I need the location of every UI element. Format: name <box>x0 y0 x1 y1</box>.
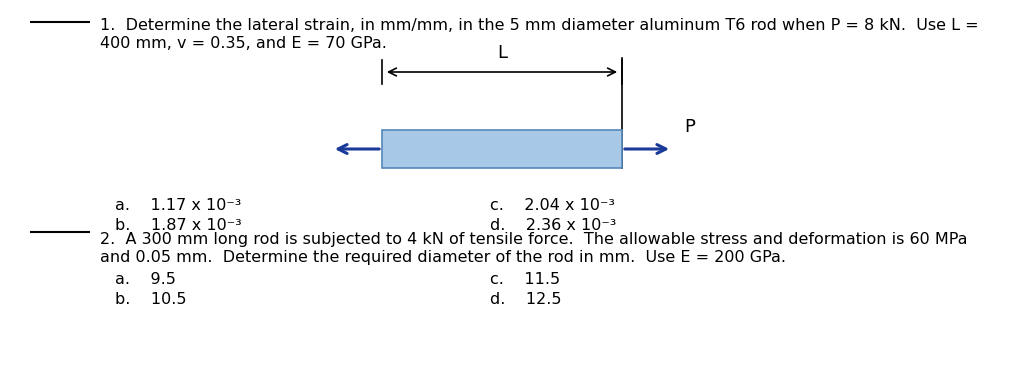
Text: and 0.05 mm.  Determine the required diameter of the rod in mm.  Use E = 200 GPa: and 0.05 mm. Determine the required diam… <box>100 250 786 265</box>
Text: c.    11.5: c. 11.5 <box>490 272 560 287</box>
Bar <box>382 130 622 168</box>
Text: 2.  A 300 mm long rod is subjected to 4 kN of tensile force.  The allowable stre: 2. A 300 mm long rod is subjected to 4 k… <box>100 232 968 247</box>
Text: d.    12.5: d. 12.5 <box>490 292 562 307</box>
Text: P: P <box>684 118 695 136</box>
Text: 1.  Determine the lateral strain, in mm/mm, in the 5 mm diameter aluminum T6 rod: 1. Determine the lateral strain, in mm/m… <box>100 18 979 33</box>
Text: d.    2.36 x 10⁻³: d. 2.36 x 10⁻³ <box>490 218 616 233</box>
Text: b.    1.87 x 10⁻³: b. 1.87 x 10⁻³ <box>115 218 242 233</box>
Text: a.    9.5: a. 9.5 <box>115 272 176 287</box>
Text: L: L <box>497 44 507 62</box>
Text: 400 mm, v = 0.35, and E = 70 GPa.: 400 mm, v = 0.35, and E = 70 GPa. <box>100 36 386 51</box>
Text: a.    1.17 x 10⁻³: a. 1.17 x 10⁻³ <box>115 198 241 213</box>
Text: b.    10.5: b. 10.5 <box>115 292 187 307</box>
Text: c.    2.04 x 10⁻³: c. 2.04 x 10⁻³ <box>490 198 615 213</box>
